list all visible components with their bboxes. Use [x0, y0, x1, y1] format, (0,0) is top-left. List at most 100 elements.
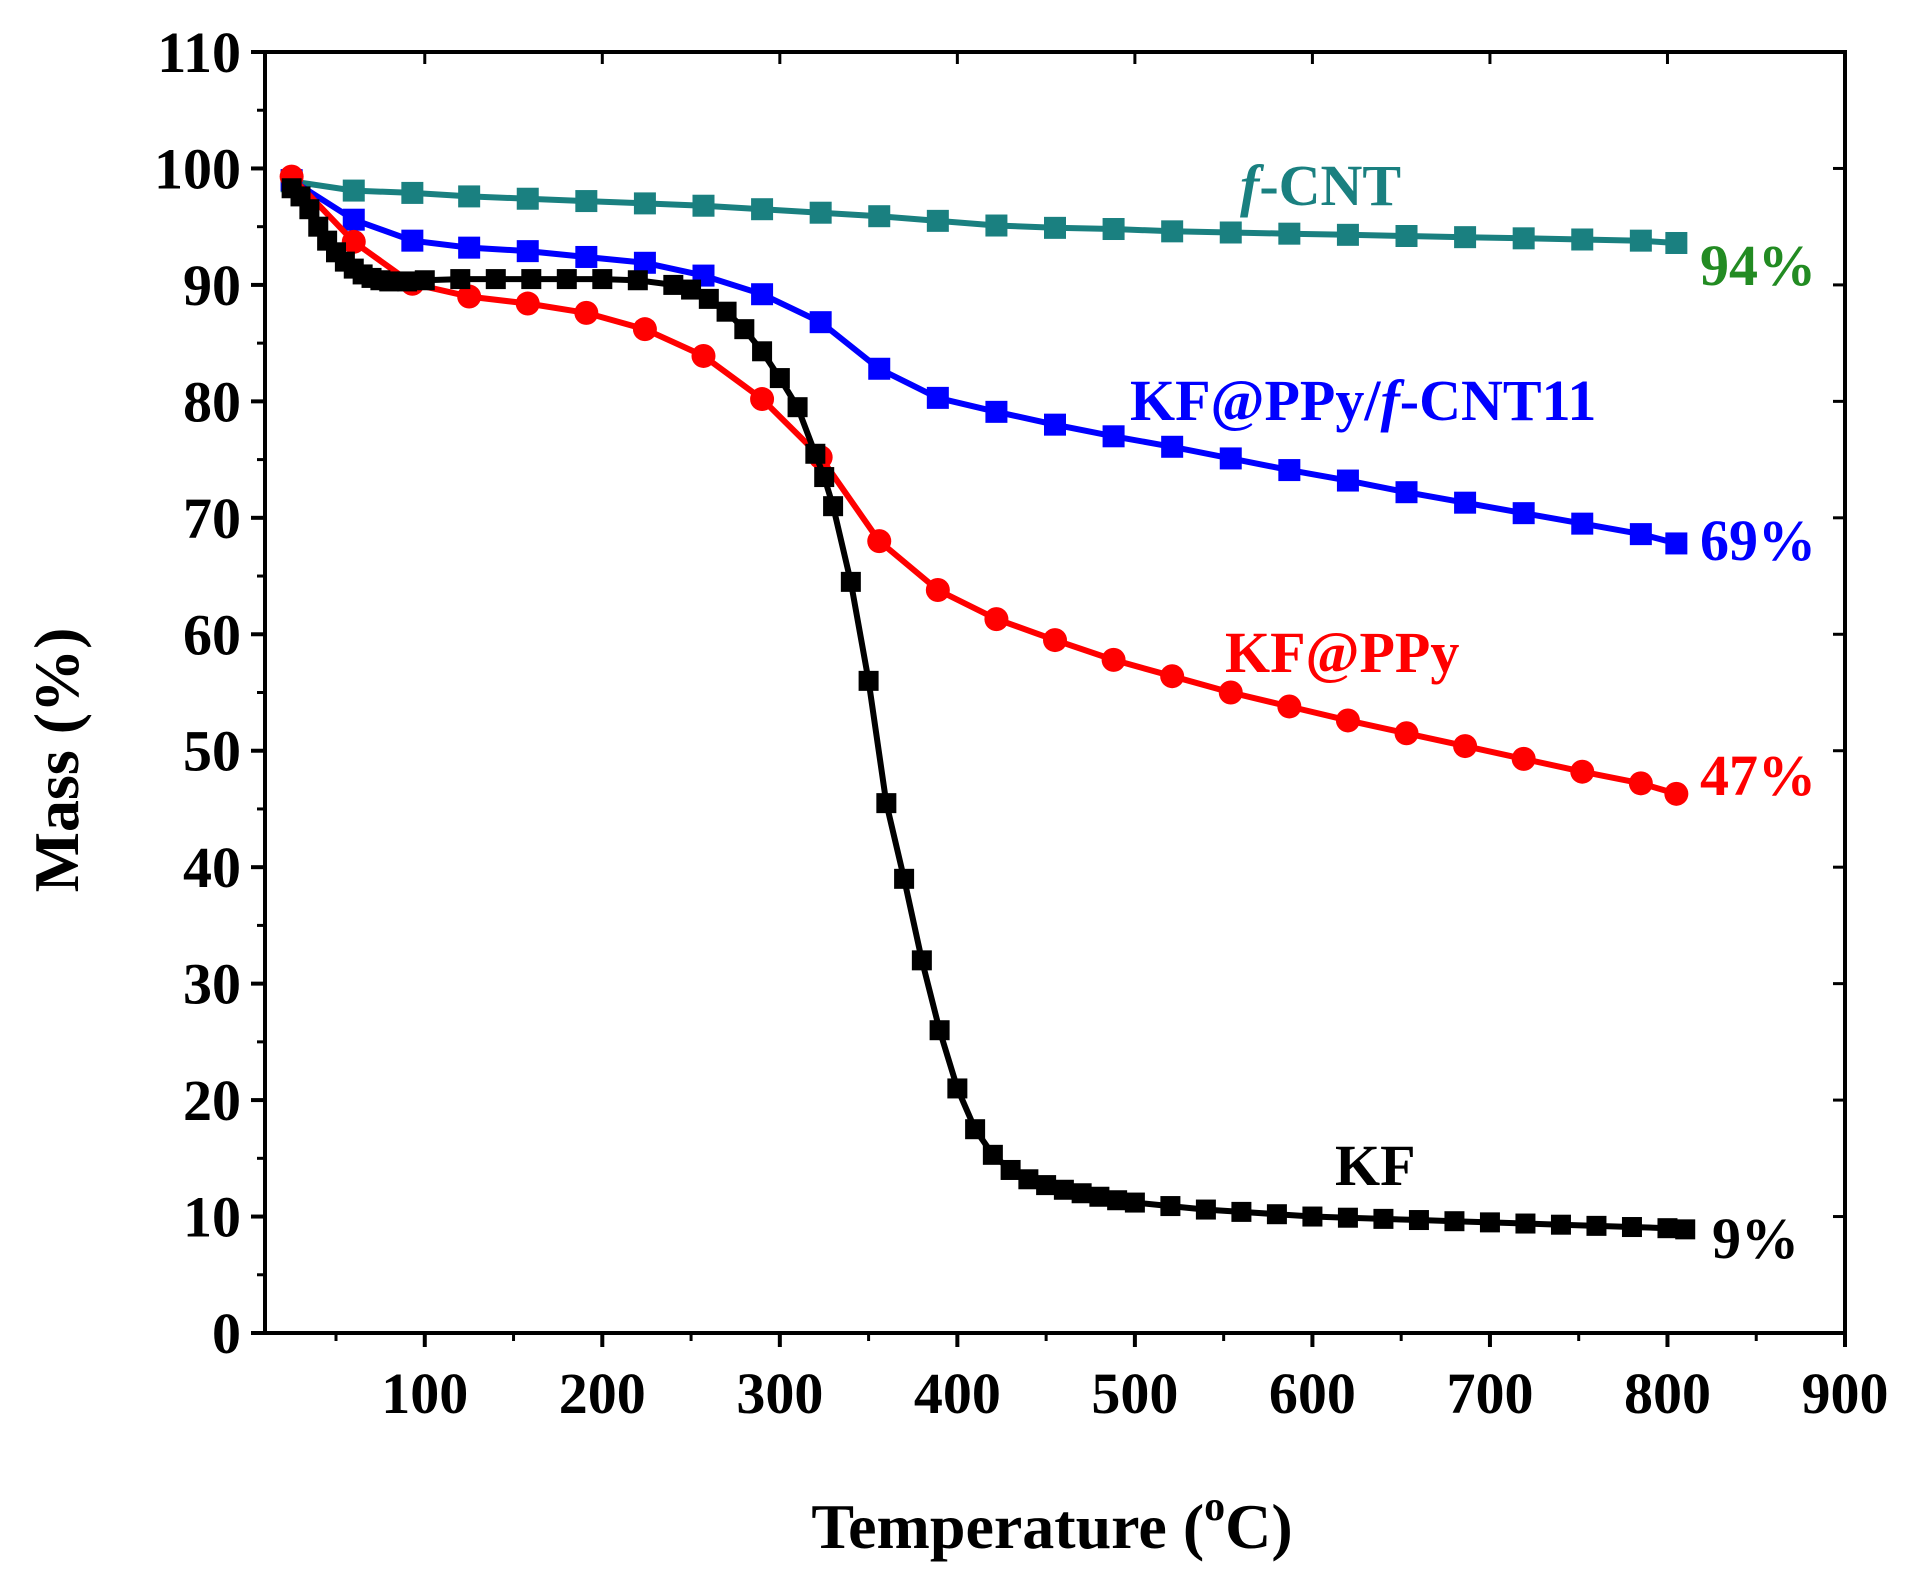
x-tick-label: 600 — [1269, 1361, 1356, 1426]
data-point-kf — [1160, 1196, 1181, 1217]
data-point-fcnt — [1336, 223, 1359, 246]
y-tick-label: 50 — [183, 719, 241, 784]
data-point-kf_ppy_fcnt — [1512, 502, 1535, 525]
data-point-fcnt — [1571, 228, 1594, 251]
x-tick-label: 800 — [1624, 1361, 1711, 1426]
data-point-kf — [1266, 1204, 1287, 1225]
x-tick-label: 100 — [381, 1361, 468, 1426]
data-point-kf — [1124, 1192, 1145, 1213]
data-point-fcnt — [458, 185, 481, 208]
y-tick-label: 60 — [183, 602, 241, 667]
y-tick-label: 0 — [212, 1301, 241, 1366]
x-tick-label: 400 — [914, 1361, 1001, 1426]
data-point-kf_ppy — [515, 291, 540, 316]
y-tick-label: 100 — [154, 136, 241, 201]
series-kf_ppy_fcnt — [280, 169, 1688, 555]
end-label-fcnt: 94% — [1700, 233, 1816, 298]
data-point-kf_ppy — [1277, 694, 1302, 719]
data-point-kf — [982, 1144, 1003, 1165]
data-point-kf — [911, 950, 932, 971]
x-tick-label: 700 — [1446, 1361, 1533, 1426]
data-point-kf — [965, 1119, 986, 1140]
series-layer — [279, 164, 1696, 1240]
data-point-kf_ppy — [1453, 734, 1478, 759]
data-point-kf_ppy — [984, 607, 1009, 632]
data-point-kf — [1373, 1208, 1394, 1229]
data-point-kf_ppy_fcnt — [575, 245, 598, 268]
axis-titles: Temperature (oC) Mass (%) — [21, 628, 1293, 1562]
data-point-kf — [1302, 1206, 1323, 1227]
data-point-kf_ppy — [1160, 664, 1185, 689]
data-point-kf — [397, 271, 418, 292]
data-point-fcnt — [692, 194, 715, 217]
x-axis-title-end: C) — [1225, 1491, 1293, 1562]
series-line-kf — [289, 186, 1686, 1233]
end-label-kf: 9% — [1712, 1206, 1799, 1271]
data-point-kf_ppy — [1218, 680, 1243, 705]
label-layer: f-CNT KF@PPy/f-CNT11 KF@PPy KF 94% 69% 4… — [1130, 153, 1816, 1271]
data-point-fcnt — [751, 198, 774, 221]
data-point-kf_ppy_fcnt — [633, 251, 656, 274]
data-point-kf — [1657, 1218, 1678, 1239]
data-point-fcnt — [1219, 221, 1242, 244]
data-point-kf — [299, 199, 320, 220]
plot-frame — [263, 50, 1847, 1335]
data-point-kf_ppy_fcnt — [1629, 523, 1652, 546]
data-point-kf — [1479, 1212, 1500, 1233]
data-point-kf — [787, 397, 808, 418]
data-point-kf — [1018, 1169, 1039, 1190]
axes-layer: 100 200 300 400 500 600 700 800 900 0 10 20 30 40 50 60… — [154, 20, 1889, 1426]
data-point-fcnt — [1665, 231, 1688, 254]
y-tick-label: 40 — [183, 835, 241, 900]
data-point-kf_ppy — [750, 387, 775, 412]
data-point-kf — [1231, 1201, 1252, 1222]
data-point-kf — [734, 319, 755, 340]
data-point-fcnt — [1102, 218, 1125, 241]
data-point-kf — [716, 301, 737, 322]
data-point-kf — [521, 269, 542, 290]
data-point-kf_ppy_fcnt — [401, 229, 424, 252]
y-tick-label: 80 — [183, 369, 241, 434]
data-point-kf_ppy_fcnt — [516, 240, 539, 263]
data-point-fcnt — [1454, 226, 1477, 249]
series-label-kf-ppy-fcnt: KF@PPy/f-CNT11 — [1130, 368, 1596, 433]
data-point-kf_ppy_fcnt — [342, 208, 365, 231]
data-point-kf — [1515, 1213, 1536, 1234]
data-point-kf_ppy — [1511, 746, 1536, 771]
x-axis-title-sup: o — [1204, 1484, 1225, 1530]
data-point-kf — [947, 1078, 968, 1099]
series-kf — [281, 178, 1696, 1240]
data-point-kf — [1408, 1210, 1429, 1231]
data-point-kf — [663, 274, 684, 295]
data-point-kf_ppy_fcnt — [751, 283, 774, 306]
data-point-kf — [1675, 1219, 1696, 1240]
data-point-kf_ppy_fcnt — [868, 357, 891, 380]
data-point-kf_ppy_fcnt — [1336, 469, 1359, 492]
y-axis-title: Mass (%) — [21, 628, 92, 893]
data-point-fcnt — [342, 179, 365, 202]
data-point-kf_ppy — [925, 578, 950, 603]
x-tick-label: 500 — [1091, 1361, 1178, 1426]
data-point-kf — [814, 467, 835, 488]
series-label-kf-ppy-fcnt-suffix: -CNT11 — [1400, 368, 1597, 433]
data-point-fcnt — [985, 214, 1008, 237]
data-point-kf_ppy_fcnt — [1161, 435, 1184, 458]
x-axis-title: Temperature (oC) — [811, 1484, 1292, 1562]
data-point-fcnt — [1044, 216, 1066, 239]
data-point-fcnt — [401, 181, 424, 204]
data-point-kf_ppy_fcnt — [1278, 459, 1301, 482]
y-tick-label: 20 — [183, 1068, 241, 1133]
data-point-kf — [485, 269, 506, 290]
data-point-kf_ppy_fcnt — [1044, 413, 1066, 436]
data-point-kf_ppy_fcnt — [1102, 425, 1125, 448]
data-point-kf_ppy — [1570, 759, 1595, 784]
data-point-kf_ppy — [1335, 708, 1360, 733]
data-point-kf — [1195, 1199, 1216, 1220]
data-point-kf_ppy — [1043, 628, 1067, 653]
series-label-kf-ppy: KF@PPy — [1225, 620, 1459, 685]
data-point-kf — [805, 443, 826, 464]
data-point-kf — [627, 270, 648, 291]
data-point-kf — [592, 269, 613, 290]
y-tick-label: 90 — [183, 253, 241, 318]
series-label-kf: KF — [1335, 1133, 1416, 1198]
